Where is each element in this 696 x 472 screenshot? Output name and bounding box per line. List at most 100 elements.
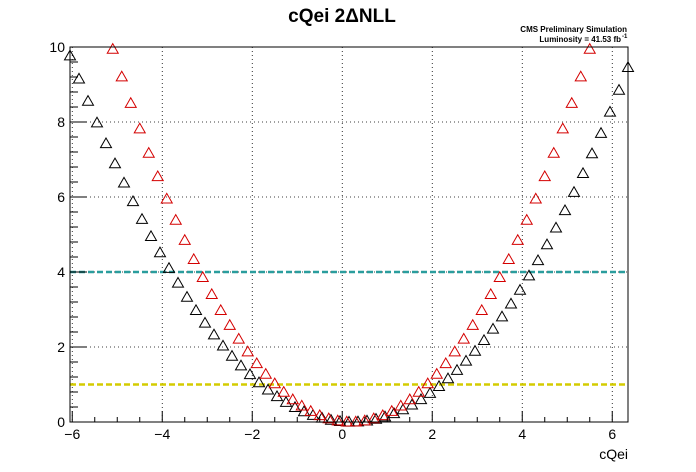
data-point-series-1 bbox=[81, 94, 95, 106]
data-point-series-1 bbox=[198, 316, 212, 328]
data-point-series-1 bbox=[603, 105, 617, 117]
x-tick-label: −2 bbox=[244, 426, 260, 442]
data-point-series-1 bbox=[153, 246, 167, 258]
data-point-series-1 bbox=[387, 407, 401, 419]
y-tick-label: 0 bbox=[57, 414, 65, 430]
data-point-series-2 bbox=[511, 233, 525, 245]
data-point-series-1 bbox=[423, 386, 437, 398]
data-point-series-2 bbox=[484, 287, 498, 300]
data-point-series-2 bbox=[106, 42, 120, 54]
x-tick-label: 2 bbox=[428, 426, 436, 442]
data-point-series-2 bbox=[421, 377, 435, 389]
data-point-series-1 bbox=[522, 269, 536, 281]
data-point-series-2 bbox=[376, 408, 390, 421]
data-point-series-2 bbox=[502, 252, 516, 265]
luminosity-superscript: -1 bbox=[622, 34, 628, 40]
data-point-series-2 bbox=[178, 233, 192, 245]
data-point-series-1 bbox=[378, 410, 392, 422]
data-point-series-2 bbox=[214, 303, 228, 315]
data-point-series-1 bbox=[486, 322, 500, 334]
data-point-series-2 bbox=[331, 414, 345, 426]
data-point-series-2 bbox=[403, 393, 417, 405]
data-point-series-2 bbox=[304, 404, 318, 416]
data-point-series-1 bbox=[612, 83, 626, 95]
x-tick-label: −6 bbox=[64, 426, 80, 442]
chart-title: cQei 2ΔNLL bbox=[288, 6, 396, 27]
data-point-series-2 bbox=[448, 345, 462, 357]
data-point-series-1 bbox=[504, 297, 518, 309]
data-point-series-1 bbox=[414, 392, 428, 405]
data-point-series-1 bbox=[171, 276, 185, 288]
grid bbox=[70, 46, 628, 423]
data-point-series-2 bbox=[493, 270, 507, 283]
data-point-series-1 bbox=[252, 376, 266, 388]
data-point-series-1 bbox=[297, 405, 311, 417]
data-point-series-1 bbox=[99, 137, 113, 149]
data-point-series-2 bbox=[277, 385, 291, 397]
data-point-series-2 bbox=[133, 122, 147, 134]
x-tick-label: −4 bbox=[154, 426, 170, 442]
data-point-series-2 bbox=[520, 213, 534, 225]
data-point-series-1 bbox=[558, 203, 572, 216]
y-tick-label: 6 bbox=[57, 189, 65, 205]
data-point-series-1 bbox=[216, 339, 230, 351]
data-point-series-2 bbox=[259, 367, 273, 379]
data-point-series-1 bbox=[432, 379, 446, 391]
data-point-series-1 bbox=[450, 363, 464, 375]
data-point-series-1 bbox=[72, 72, 86, 84]
data-point-series-2 bbox=[115, 70, 129, 82]
data-point-series-2 bbox=[232, 332, 246, 344]
data-point-series-2 bbox=[574, 70, 588, 82]
markers bbox=[63, 42, 635, 427]
data-point-series-2 bbox=[268, 377, 282, 389]
x-axis-title: cQei bbox=[599, 446, 628, 462]
data-point-series-1 bbox=[243, 368, 257, 380]
data-point-series-1 bbox=[189, 303, 203, 316]
luminosity-text: Luminosity = 41.53 fb bbox=[539, 35, 621, 44]
y-tick-label: 8 bbox=[57, 114, 65, 130]
data-point-series-2 bbox=[439, 356, 453, 369]
data-point-series-1 bbox=[261, 383, 275, 395]
data-point-series-1 bbox=[234, 359, 248, 371]
data-point-series-2 bbox=[205, 287, 219, 300]
axes: −6 −4 −2 0 2 4 6 0 2 4 6 8 10 bbox=[49, 39, 616, 442]
y-tick-label: 10 bbox=[49, 39, 65, 55]
data-point-series-1 bbox=[531, 254, 545, 266]
data-point-series-1 bbox=[135, 212, 149, 224]
data-point-series-2 bbox=[412, 385, 426, 397]
data-point-series-2 bbox=[430, 367, 444, 379]
plot-frame bbox=[69, 46, 629, 423]
data-point-series-2 bbox=[322, 412, 336, 424]
data-point-series-1 bbox=[549, 221, 563, 233]
data-point-series-2 bbox=[187, 252, 201, 265]
data-point-series-1 bbox=[108, 157, 122, 169]
data-point-series-2 bbox=[556, 122, 570, 134]
data-point-series-2 bbox=[340, 415, 354, 427]
data-point-series-2 bbox=[358, 414, 372, 426]
data-point-series-1 bbox=[441, 372, 455, 384]
data-point-series-2 bbox=[475, 303, 489, 315]
data-point-series-2 bbox=[394, 399, 408, 411]
data-point-series-2 bbox=[565, 96, 579, 108]
data-point-series-1 bbox=[405, 398, 419, 410]
data-point-series-1 bbox=[540, 238, 554, 250]
x-tick-label: 6 bbox=[608, 426, 616, 442]
data-point-series-2 bbox=[151, 170, 165, 182]
y-tick-label: 4 bbox=[57, 264, 65, 280]
data-point-series-1 bbox=[594, 126, 608, 138]
data-point-series-1 bbox=[477, 333, 491, 346]
data-point-series-2 bbox=[466, 318, 480, 330]
data-point-series-2 bbox=[547, 146, 561, 158]
data-point-series-2 bbox=[295, 399, 309, 411]
data-point-series-1 bbox=[225, 349, 239, 361]
data-point-series-1 bbox=[324, 413, 338, 425]
data-point-series-2 bbox=[583, 42, 597, 54]
data-point-series-2 bbox=[457, 332, 471, 344]
data-point-series-2 bbox=[142, 146, 156, 158]
data-point-series-1 bbox=[576, 166, 590, 178]
annotation-luminosity: Luminosity = 41.53 fb bbox=[539, 35, 621, 44]
data-point-series-2 bbox=[124, 96, 138, 108]
data-point-series-2 bbox=[223, 318, 237, 330]
reference-lines bbox=[70, 270, 628, 386]
